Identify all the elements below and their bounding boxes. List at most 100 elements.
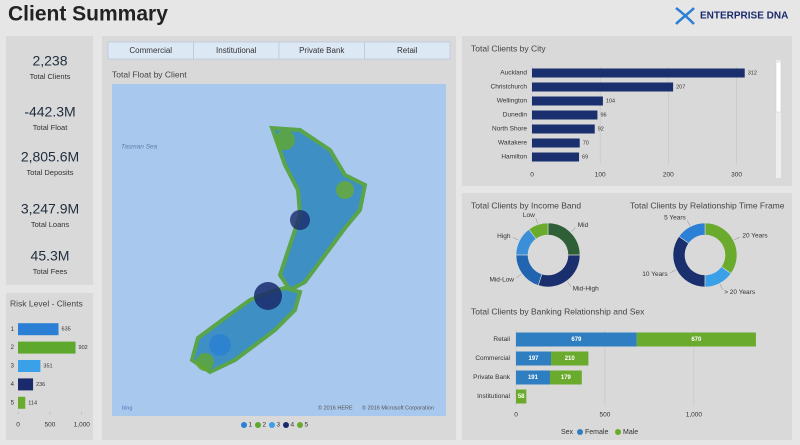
legend-label: 5 [305, 422, 309, 429]
legend-marker [269, 422, 275, 428]
category-label: Mid-Low [489, 276, 514, 283]
kpi-value: 45.3M [31, 248, 70, 264]
chart-title: Total Clients by Banking Relationship an… [471, 306, 645, 316]
y-tick-label: 5 [11, 400, 15, 406]
chart-title: Total Clients by Relationship Time Frame [630, 200, 785, 210]
bar [18, 396, 26, 409]
map-annotation: © 2016 Microsoft Corporation [362, 404, 434, 411]
category-label: 5 Years [664, 214, 686, 221]
legend-label: Male [623, 429, 638, 436]
category-label: Mid-High [573, 286, 599, 293]
legend-label: 4 [291, 422, 295, 429]
page-title: Client Summary [8, 3, 168, 26]
map-cluster [209, 334, 231, 356]
legend-label: 1 [249, 422, 253, 429]
slicer-label[interactable]: Retail [397, 46, 418, 55]
slicer-label[interactable]: Private Bank [299, 46, 345, 55]
leader-line [734, 236, 740, 241]
legend-marker [615, 429, 621, 435]
legend-label: 2 [263, 422, 267, 429]
data-label: 351 [43, 363, 52, 369]
bar-segment [516, 351, 552, 366]
kpi-label: Total Fees [33, 267, 68, 276]
city-panel [462, 36, 792, 186]
data-label: 114 [28, 400, 37, 406]
logo-icon [675, 7, 695, 25]
y-tick-label: Auckland [500, 70, 527, 77]
x-tick-label: 200 [663, 172, 674, 179]
map-annotation: © 2016 HERE [318, 404, 353, 411]
leader-line [571, 227, 576, 232]
x-tick-label: 0 [530, 172, 534, 179]
slicer-label[interactable]: Institutional [216, 46, 257, 55]
slicer-label[interactable]: Commercial [129, 46, 172, 55]
legend-label: 3 [277, 422, 281, 429]
map-cluster [290, 210, 310, 230]
y-tick-label: 2 [11, 345, 15, 351]
x-tick-label: 300 [731, 172, 742, 179]
map-cluster [254, 282, 282, 310]
y-tick-label: 3 [11, 364, 15, 370]
chart-title: Risk Level - Clients [10, 298, 83, 308]
x-tick-label: 100 [595, 172, 606, 179]
scrollbar[interactable] [776, 60, 781, 178]
kpi-label: Total Float [33, 123, 69, 132]
leader-line [719, 284, 724, 290]
y-tick-label: Waitakere [498, 140, 527, 147]
bar-segment [516, 370, 550, 385]
data-label: 197 [529, 356, 540, 362]
kpi-value: 2,238 [32, 53, 67, 69]
segment-panel [462, 193, 792, 440]
bar-segment [516, 389, 527, 404]
bar-segment [549, 370, 582, 385]
category-label: High [497, 233, 511, 240]
chart-title: Total Clients by Income Band [471, 200, 581, 210]
bar [18, 323, 59, 336]
bar [532, 138, 580, 148]
north-island [269, 125, 368, 293]
bar [532, 82, 674, 92]
bar [532, 96, 603, 106]
leader-line [535, 217, 538, 224]
bar [532, 68, 745, 78]
bar [532, 152, 580, 162]
x-tick-label: 1,000 [686, 412, 703, 419]
data-label: 679 [571, 337, 582, 343]
donut-segment [528, 222, 549, 240]
data-label: 312 [748, 70, 757, 76]
y-tick-label: Institutional [477, 393, 510, 400]
leader-line [686, 220, 691, 226]
map [112, 84, 446, 416]
y-tick-label: Commercial [475, 355, 510, 362]
kpi-value: 2,805.6M [21, 149, 79, 165]
bar [18, 378, 34, 391]
category-label: Low [523, 212, 535, 219]
data-label: 96 [600, 112, 606, 118]
bar [532, 110, 598, 120]
legend-marker [297, 422, 303, 428]
data-label: 92 [598, 126, 604, 132]
slicer-button[interactable] [364, 41, 451, 60]
chart-title: Total Clients by City [471, 43, 546, 53]
leader-line [670, 269, 676, 273]
data-label: 191 [528, 375, 539, 381]
data-label: 902 [79, 345, 88, 351]
category-label: 10 Years [642, 271, 668, 278]
bar-segment [636, 332, 756, 347]
kpi-label: Total Loans [31, 220, 70, 229]
kpi-panel [6, 36, 93, 285]
bar [18, 341, 76, 354]
bar-segment [516, 332, 637, 347]
kpi-value: -442.3M [24, 104, 75, 120]
map-cluster [336, 181, 354, 199]
data-label: 207 [676, 84, 685, 90]
bar [532, 124, 595, 134]
scrollbar-thumb[interactable] [775, 61, 782, 113]
category-label: 20 Years [742, 232, 768, 239]
y-tick-label: Hamilton [501, 154, 527, 161]
y-tick-label: Wellington [497, 98, 528, 105]
data-label: 69 [582, 154, 588, 160]
x-tick-label: 0 [514, 412, 518, 419]
y-tick-label: Christchurch [491, 84, 528, 91]
